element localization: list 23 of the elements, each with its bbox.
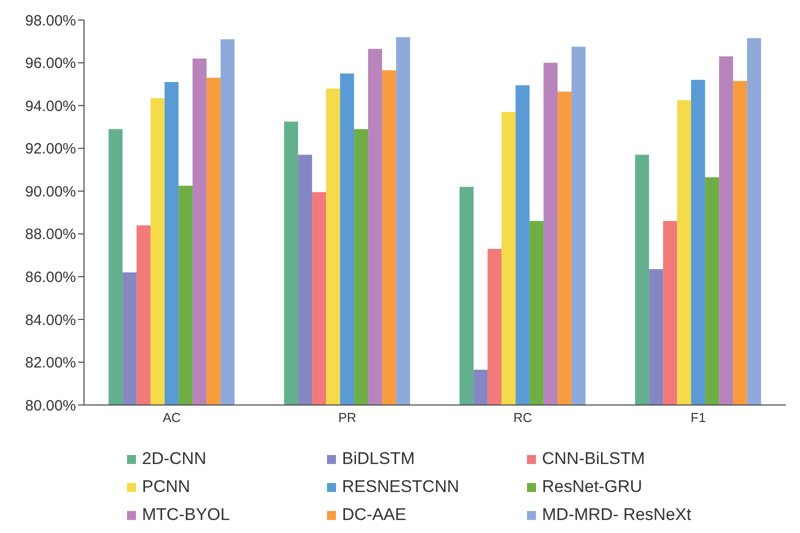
- y-tick-label: 86.00%: [25, 268, 76, 286]
- y-tick-label: 80.00%: [25, 397, 76, 414]
- legend-label: ResNet-GRU: [541, 477, 644, 497]
- legend-label: DC-AAE: [341, 505, 408, 525]
- x-tick-label: PR: [338, 410, 356, 426]
- x-tick-label: RC: [513, 410, 532, 426]
- y-tick-label: 82.00%: [25, 354, 76, 372]
- x-tick-label: F1: [690, 410, 706, 426]
- y-tick-label: 94.00%: [25, 98, 76, 115]
- legend-label: RESNESTCNN: [341, 477, 460, 497]
- y-tick-label: 96.00%: [25, 55, 76, 72]
- y-tick-label: 98.00%: [25, 12, 76, 30]
- legend-label: BiDLSTM: [341, 449, 416, 469]
- legend-label: MTC-BYOL: [141, 505, 231, 525]
- y-tick-label: 90.00%: [25, 183, 76, 200]
- y-tick-label: 92.00%: [25, 140, 76, 158]
- legend-label: CNN-BiLSTM: [541, 449, 646, 469]
- legend-label: MD-MRD- ResNeXt: [541, 505, 692, 525]
- y-tick-label: 84.00%: [25, 312, 76, 329]
- legend-label: 2D-CNN: [141, 449, 208, 469]
- y-tick-label: 88.00%: [25, 226, 76, 244]
- x-tick-label: AC: [162, 410, 181, 426]
- legend-label: PCNN: [141, 477, 192, 497]
